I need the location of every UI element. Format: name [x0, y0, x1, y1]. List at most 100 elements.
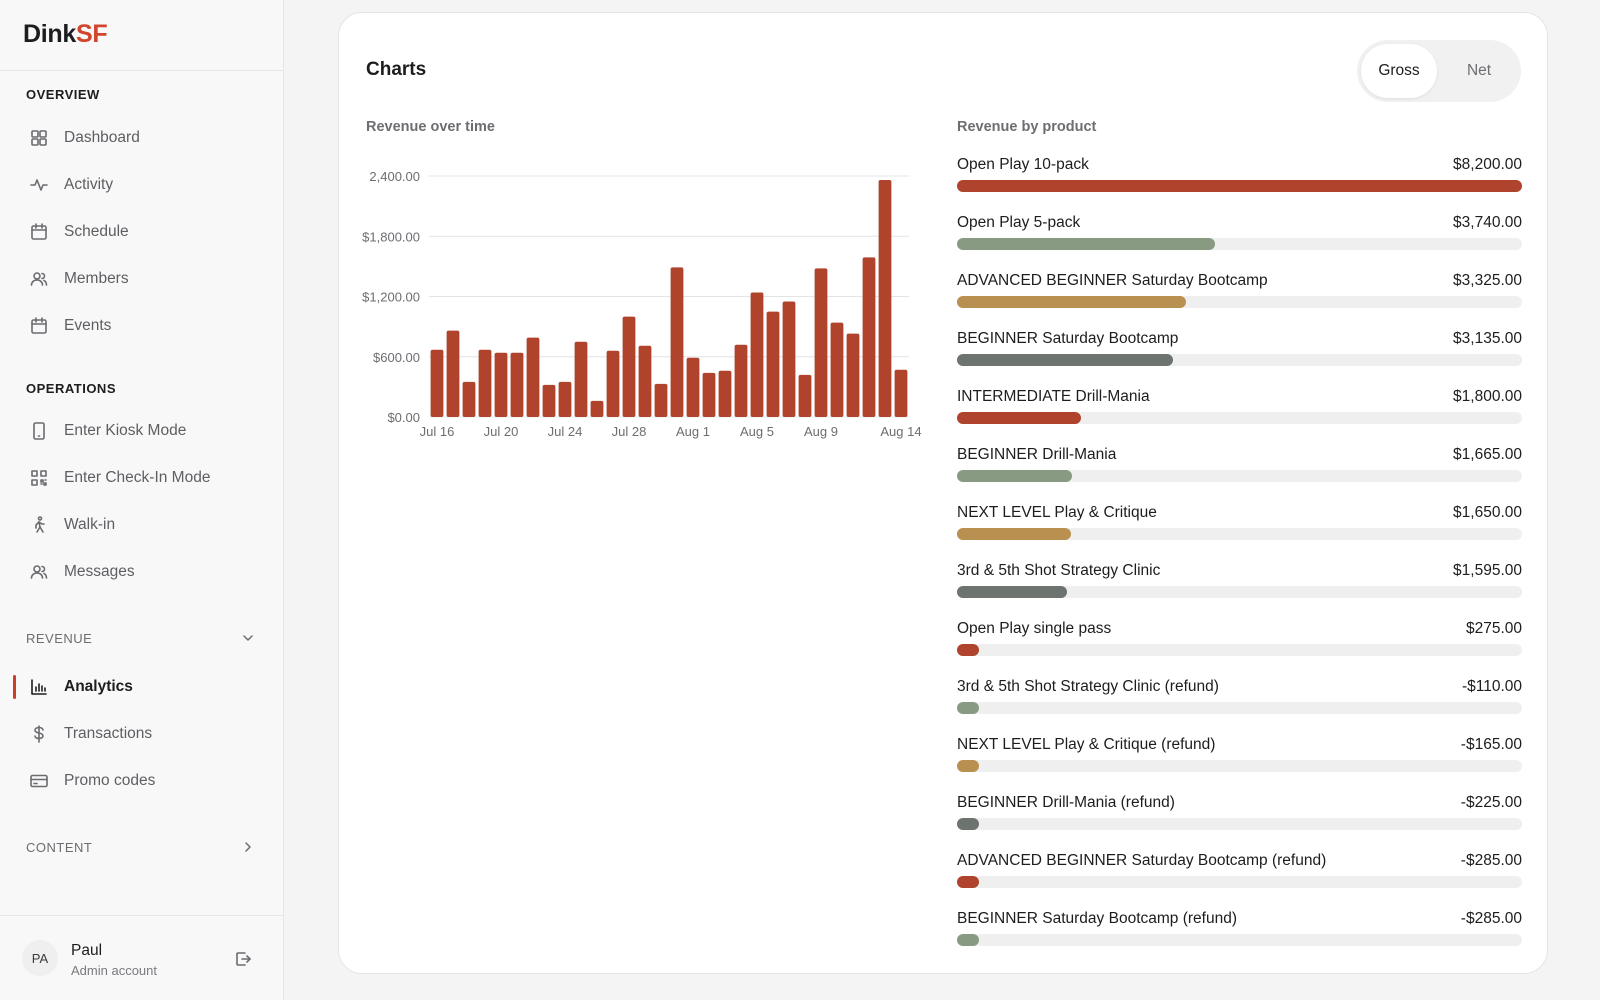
- sidebar-item-messages[interactable]: Messages: [26, 555, 266, 589]
- product-row[interactable]: ADVANCED BEGINNER Saturday Bootcamp (ref…: [957, 852, 1522, 910]
- product-row[interactable]: BEGINNER Drill-Mania $1,665.00: [957, 446, 1522, 504]
- sidebar-item-events[interactable]: Events: [26, 309, 266, 343]
- bar[interactable]: [542, 384, 556, 417]
- bar[interactable]: [846, 333, 860, 417]
- bar-track: [957, 934, 1522, 946]
- bar[interactable]: [686, 357, 700, 417]
- x-tick-label: Aug 1: [676, 424, 710, 439]
- sidebar-item-enter-check-in-mode[interactable]: Enter Check-In Mode: [26, 461, 266, 495]
- product-row[interactable]: Open Play single pass $275.00: [957, 620, 1522, 678]
- bar[interactable]: [750, 292, 764, 417]
- bar-track: [957, 528, 1522, 540]
- product-row[interactable]: BEGINNER Saturday Bootcamp (refund) -$285…: [957, 910, 1522, 968]
- section-content-label: CONTENT: [26, 840, 93, 855]
- bar-track: [957, 818, 1522, 830]
- credit-card-icon: [28, 770, 50, 792]
- section-revenue[interactable]: REVENUE: [26, 631, 256, 646]
- bar-track: [957, 354, 1522, 366]
- bar[interactable]: [894, 369, 908, 417]
- product-row[interactable]: ADVANCED BEGINNER Saturday Bootcamp $3,32…: [957, 272, 1522, 330]
- bar[interactable]: [590, 400, 604, 417]
- bar[interactable]: [718, 370, 732, 417]
- bar[interactable]: [798, 374, 812, 417]
- bar[interactable]: [446, 330, 460, 417]
- bar[interactable]: [702, 372, 716, 417]
- bar[interactable]: [510, 352, 524, 417]
- product-row[interactable]: BEGINNER Saturday Bootcamp $3,135.00: [957, 330, 1522, 388]
- bar[interactable]: [654, 383, 668, 417]
- bar[interactable]: [766, 311, 780, 417]
- sidebar-item-walk-in[interactable]: Walk-in: [26, 508, 266, 542]
- product-row[interactable]: NEXT LEVEL Play & Critique (refund) -$165…: [957, 736, 1522, 794]
- bar[interactable]: [830, 322, 844, 417]
- bar[interactable]: [606, 350, 620, 417]
- product-row[interactable]: BEGINNER Drill-Mania (refund) -$225.00: [957, 794, 1522, 852]
- sidebar-item-label: Walk-in: [64, 516, 116, 533]
- bar-fill: [957, 760, 979, 772]
- bar[interactable]: [574, 341, 588, 417]
- sidebar-item-schedule[interactable]: Schedule: [26, 215, 266, 249]
- product-value: $1,650.00: [1453, 504, 1522, 521]
- bar[interactable]: [734, 344, 748, 417]
- product-row[interactable]: INTERMEDIATE Drill-Mania $1,800.00: [957, 388, 1522, 446]
- x-tick-label: Aug 14: [880, 424, 921, 439]
- sidebar-item-label: Events: [64, 317, 112, 334]
- logo[interactable]: DinkSF: [0, 0, 283, 71]
- chevron-down-icon: [243, 635, 253, 641]
- sidebar-item-members[interactable]: Members: [26, 262, 266, 296]
- product-row[interactable]: 3rd & 5th Shot Strategy Clinic (refund) -…: [957, 678, 1522, 736]
- bar[interactable]: [670, 267, 684, 417]
- x-tick-label: Jul 16: [420, 424, 455, 439]
- bar-track: [957, 586, 1522, 598]
- bar[interactable]: [638, 345, 652, 417]
- sidebar-item-label: Dashboard: [64, 129, 140, 146]
- bar[interactable]: [782, 301, 796, 417]
- product-value: -$285.00: [1460, 852, 1522, 869]
- bar[interactable]: [478, 349, 492, 417]
- bar[interactable]: [494, 352, 508, 417]
- product-name: Open Play 10-pack: [957, 156, 1089, 173]
- product-row[interactable]: Open Play 10-pack $8,200.00: [957, 156, 1522, 214]
- bar-track: [957, 296, 1522, 308]
- sidebar-item-enter-kiosk-mode[interactable]: Enter Kiosk Mode: [26, 414, 266, 448]
- calendar-icon: [28, 221, 50, 243]
- bar-track: [957, 644, 1522, 656]
- logout-button[interactable]: [233, 949, 253, 969]
- sidebar-item-label: Analytics: [64, 678, 133, 695]
- product-name: BEGINNER Drill-Mania (refund): [957, 794, 1175, 811]
- bar[interactable]: [558, 381, 572, 417]
- avatar[interactable]: PA: [22, 940, 58, 976]
- bar[interactable]: [862, 257, 876, 417]
- sidebar-item-analytics[interactable]: Analytics: [26, 670, 266, 704]
- revenue-over-time-chart: $0.00 $600.00 $1,200.00 $1,800.00 2,400.00 Ju…: [359, 158, 921, 439]
- bar[interactable]: [622, 316, 636, 417]
- x-tick-label: Aug 5: [740, 424, 774, 439]
- toggle-gross[interactable]: Gross: [1361, 44, 1437, 98]
- y-tick-label: $600.00: [373, 350, 420, 365]
- product-row[interactable]: 3rd & 5th Shot Strategy Clinic $1,595.00: [957, 562, 1522, 620]
- product-name: BEGINNER Drill-Mania: [957, 446, 1117, 463]
- bar[interactable]: [526, 337, 540, 417]
- product-row[interactable]: Open Play 5-pack $3,740.00: [957, 214, 1522, 272]
- logo-sf: SF: [75, 20, 108, 48]
- sidebar-item-activity[interactable]: Activity: [26, 168, 266, 202]
- product-value: $1,595.00: [1453, 562, 1522, 579]
- section-content[interactable]: CONTENT: [26, 840, 256, 855]
- product-row[interactable]: NEXT LEVEL Play & Critique $1,650.00: [957, 504, 1522, 562]
- sidebar-item-label: Members: [64, 270, 129, 287]
- bar[interactable]: [814, 268, 828, 417]
- bar[interactable]: [878, 180, 892, 417]
- sidebar: DinkSF OVERVIEW Dashboard Activity Schedul…: [0, 0, 284, 1000]
- product-name: BEGINNER Saturday Bootcamp (refund): [957, 910, 1237, 927]
- product-value: $3,740.00: [1453, 214, 1522, 231]
- bar[interactable]: [462, 381, 476, 417]
- bar-track: [957, 702, 1522, 714]
- toggle-net[interactable]: Net: [1466, 62, 1492, 79]
- bar-fill: [957, 238, 1215, 250]
- bar[interactable]: [430, 349, 444, 417]
- sidebar-item-label: Schedule: [64, 223, 129, 240]
- bar-track: [957, 760, 1522, 772]
- sidebar-item-promo-codes[interactable]: Promo codes: [26, 764, 266, 798]
- sidebar-item-transactions[interactable]: Transactions: [26, 717, 266, 751]
- sidebar-item-dashboard[interactable]: Dashboard: [26, 121, 266, 155]
